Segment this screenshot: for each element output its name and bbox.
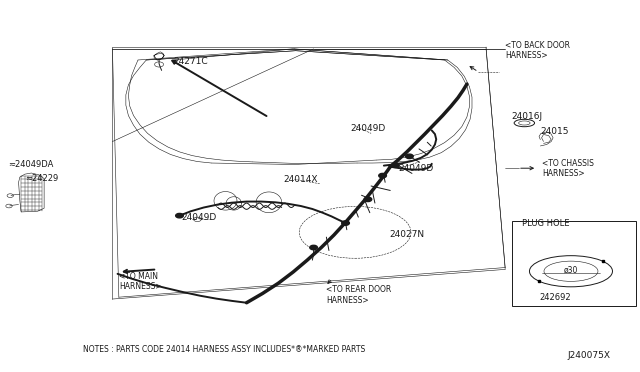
Text: ø30: ø30 — [564, 266, 579, 275]
Circle shape — [175, 214, 183, 218]
Text: 24049D: 24049D — [398, 164, 433, 173]
Text: <TO BACK DOOR
HARNESS>: <TO BACK DOOR HARNESS> — [505, 41, 570, 60]
Circle shape — [379, 173, 387, 178]
Text: 24016J: 24016J — [511, 112, 543, 121]
Text: 24049D: 24049D — [351, 124, 386, 133]
Text: <TO MAIN
HARNESS>: <TO MAIN HARNESS> — [120, 272, 162, 291]
Text: 24049D: 24049D — [181, 213, 217, 222]
Circle shape — [406, 154, 413, 158]
Text: PLUG HOLE: PLUG HOLE — [522, 219, 569, 228]
Circle shape — [342, 221, 349, 225]
Text: 242692: 242692 — [539, 294, 571, 302]
Text: J240075X: J240075X — [568, 351, 611, 360]
Circle shape — [364, 197, 372, 202]
Text: 24014X: 24014X — [283, 175, 317, 184]
Text: ≂24049DA: ≂24049DA — [8, 160, 54, 169]
Text: 24027N: 24027N — [389, 230, 424, 240]
Bar — [511, 221, 636, 307]
Circle shape — [310, 245, 317, 250]
Text: <TO CHASSIS
HARNESS>: <TO CHASSIS HARNESS> — [542, 158, 594, 178]
Text: 24015: 24015 — [540, 126, 569, 136]
Text: 24271C: 24271C — [173, 57, 208, 66]
Circle shape — [392, 163, 399, 167]
Text: <TO REAR DOOR
HARNESS>: <TO REAR DOOR HARNESS> — [326, 285, 392, 305]
Text: NOTES : PARTS CODE 24014 HARNESS ASSY INCLUDES*®*MARKED PARTS: NOTES : PARTS CODE 24014 HARNESS ASSY IN… — [83, 344, 365, 353]
Text: ≂24229: ≂24229 — [25, 174, 58, 183]
